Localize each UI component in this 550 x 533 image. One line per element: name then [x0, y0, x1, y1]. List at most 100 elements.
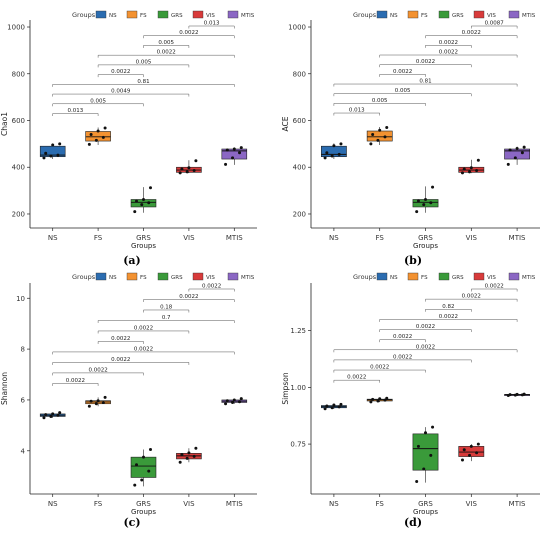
p-value-label: 0.0022 [439, 314, 458, 320]
significance-bracket [379, 319, 518, 322]
p-value-label: 0.005 [372, 98, 388, 104]
significance-bracket [333, 359, 472, 363]
data-point-ns [330, 154, 334, 158]
p-value-label: 0.0022 [179, 30, 198, 36]
data-point-ns [337, 405, 341, 409]
data-point-fs [94, 402, 98, 406]
data-point-mtis [231, 156, 235, 160]
legend-label-fs: FS [421, 275, 428, 281]
p-value-label: 0.0022 [416, 344, 435, 350]
data-point-vis [180, 453, 184, 457]
legend-swatch-fs [407, 10, 419, 19]
p-value-label: 0.005 [395, 88, 411, 94]
data-point-fs [87, 142, 91, 146]
p-value-label: 0.82 [442, 304, 454, 310]
p-value-label: 0.0022 [111, 357, 130, 363]
data-point-fs [369, 400, 373, 404]
legend-swatch-mtis [227, 272, 239, 281]
data-point-fs [378, 128, 382, 132]
panel-d: Groups NS FS GRS VIS MTIS 0.75 1.00 1.25 Simpson N… [281, 272, 540, 516]
legend-label-mtis: MTIS [241, 13, 255, 19]
significance-bracket [379, 64, 472, 68]
data-point-ns [323, 407, 327, 411]
p-value-label: 0.18 [160, 304, 173, 310]
significance-bracket [52, 93, 190, 97]
panel-caption-b: (b) [404, 254, 422, 267]
box-grs [412, 433, 439, 471]
data-point-vis [476, 158, 480, 162]
legend-label-grs: GRS [452, 275, 464, 281]
x-tick-label-ns: NS [48, 234, 58, 242]
significance-bracket [97, 74, 144, 78]
data-point-grs [415, 210, 419, 214]
data-point-vis [468, 170, 472, 174]
y-tick-label: 10 [16, 295, 25, 303]
legend-swatch-vis [192, 272, 204, 281]
data-point-grs [135, 463, 139, 467]
p-value-label: 0.0022 [393, 354, 412, 360]
data-point-mtis [520, 151, 524, 155]
x-tick-label-ns: NS [329, 234, 339, 242]
box-vis [458, 446, 485, 457]
legend-swatch-vis [473, 272, 485, 281]
data-point-vis [460, 458, 464, 462]
data-point-vis [185, 456, 189, 460]
significance-bracket [425, 45, 472, 48]
p-value-label: 0.005 [136, 59, 152, 65]
x-tick-label-grs: GRS [136, 234, 151, 242]
p-value-label: 0.0022 [347, 375, 366, 381]
data-point-fs [94, 138, 98, 142]
data-point-fs [383, 135, 387, 139]
legend-label-vis: VIS [206, 13, 215, 19]
data-point-vis [194, 446, 198, 450]
p-value-label: 0.0022 [88, 367, 107, 373]
data-point-ns [325, 404, 329, 408]
data-point-ns [58, 142, 62, 146]
p-value-label: 0.0022 [416, 324, 435, 330]
legend-swatch-fs [126, 272, 138, 281]
legend-title: Groups [353, 11, 377, 19]
data-point-ns [58, 411, 62, 415]
significance-bracket [52, 351, 235, 355]
p-value-label: 0.0022 [179, 294, 198, 300]
p-value-label: 0.0022 [462, 294, 481, 300]
data-point-grs [416, 444, 420, 448]
legend-label-mtis: MTIS [522, 275, 536, 281]
data-point-mtis [232, 147, 236, 151]
legend-label-ns: NS [390, 275, 398, 281]
significance-bracket [188, 25, 235, 29]
legend-swatch-grs [157, 10, 169, 19]
significance-bracket [333, 369, 426, 373]
x-tick-label-vis: VIS [466, 234, 478, 242]
data-point-vis [180, 167, 184, 171]
x-tick-label-grs: GRS [136, 500, 151, 508]
data-point-ns [42, 156, 46, 160]
data-point-vis [462, 448, 466, 452]
y-tick-label: 1000 [288, 24, 306, 32]
data-point-vis [469, 444, 473, 448]
significance-bracket [97, 64, 190, 68]
data-point-mtis [231, 400, 235, 404]
data-point-grs [431, 185, 435, 189]
legend-label-grs: GRS [171, 13, 183, 19]
data-point-grs [140, 203, 144, 207]
significance-bracket [97, 320, 235, 323]
data-point-vis [192, 169, 196, 173]
data-point-ns [339, 402, 343, 406]
significance-bracket [52, 103, 144, 107]
data-point-grs [422, 203, 426, 207]
p-value-label: 0.0022 [416, 59, 435, 65]
data-point-grs [415, 480, 419, 484]
significance-bracket [52, 113, 99, 117]
p-value-label: 0.7 [162, 315, 171, 321]
data-point-vis [187, 451, 191, 455]
data-point-grs [135, 199, 139, 203]
significance-bracket [471, 288, 518, 292]
legend-label-vis: VIS [487, 13, 496, 19]
legend-label-grs: GRS [171, 275, 183, 281]
data-point-mtis [238, 151, 242, 155]
x-tick-label-fs: FS [376, 234, 385, 242]
legend-title: Groups [72, 273, 96, 281]
p-value-label: 0.0087 [485, 21, 505, 27]
p-value-label: 0.0022 [134, 325, 153, 331]
